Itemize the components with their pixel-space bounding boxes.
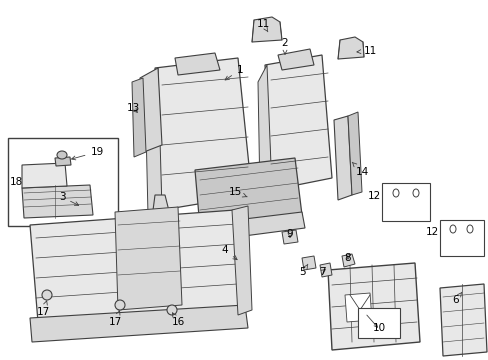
- Ellipse shape: [57, 151, 67, 159]
- Polygon shape: [155, 58, 251, 210]
- Polygon shape: [231, 206, 251, 315]
- Polygon shape: [30, 305, 247, 342]
- Polygon shape: [337, 37, 363, 59]
- Polygon shape: [439, 284, 486, 356]
- Text: 9: 9: [286, 229, 293, 239]
- Text: 2: 2: [281, 38, 288, 54]
- Polygon shape: [345, 293, 371, 322]
- Text: 13: 13: [126, 103, 140, 113]
- Polygon shape: [55, 157, 71, 166]
- Ellipse shape: [412, 189, 418, 197]
- Text: 18: 18: [10, 177, 23, 187]
- Text: 4: 4: [221, 245, 237, 260]
- Ellipse shape: [466, 225, 472, 233]
- Polygon shape: [333, 116, 351, 200]
- Text: 11: 11: [256, 19, 269, 32]
- Polygon shape: [30, 210, 244, 322]
- Polygon shape: [175, 53, 220, 75]
- Polygon shape: [152, 195, 170, 218]
- Polygon shape: [302, 256, 315, 270]
- Text: 5: 5: [299, 264, 307, 277]
- Text: 17: 17: [36, 301, 49, 317]
- Polygon shape: [264, 55, 331, 190]
- Polygon shape: [258, 65, 271, 195]
- Polygon shape: [195, 212, 305, 242]
- Text: 1: 1: [224, 65, 243, 80]
- Text: 11: 11: [356, 46, 376, 56]
- Text: 19: 19: [71, 147, 103, 160]
- Ellipse shape: [115, 300, 125, 310]
- Text: 17: 17: [108, 311, 122, 327]
- Polygon shape: [341, 254, 354, 267]
- Text: 10: 10: [372, 323, 385, 333]
- Text: 3: 3: [59, 192, 79, 205]
- Polygon shape: [278, 49, 313, 70]
- Text: 8: 8: [344, 253, 350, 263]
- Polygon shape: [140, 68, 162, 152]
- Polygon shape: [319, 263, 331, 277]
- Text: 7: 7: [318, 267, 325, 277]
- Polygon shape: [282, 230, 297, 244]
- Polygon shape: [145, 68, 162, 215]
- Bar: [439, 220, 483, 256]
- Ellipse shape: [167, 305, 177, 315]
- Ellipse shape: [42, 290, 52, 300]
- Polygon shape: [327, 263, 419, 350]
- Polygon shape: [115, 207, 182, 310]
- Text: 15: 15: [228, 187, 246, 197]
- Ellipse shape: [392, 189, 398, 197]
- Ellipse shape: [449, 225, 455, 233]
- Text: 14: 14: [351, 162, 368, 177]
- Bar: [381, 183, 429, 221]
- Text: 12: 12: [425, 227, 438, 237]
- Polygon shape: [132, 78, 146, 157]
- Polygon shape: [22, 185, 93, 218]
- Polygon shape: [195, 158, 302, 228]
- Text: 16: 16: [171, 313, 184, 327]
- Bar: [357, 308, 399, 338]
- Polygon shape: [347, 112, 361, 195]
- Text: 12: 12: [366, 191, 380, 201]
- Text: 6: 6: [452, 292, 461, 305]
- Polygon shape: [22, 163, 67, 188]
- Bar: [8, 138, 118, 226]
- Polygon shape: [251, 17, 282, 42]
